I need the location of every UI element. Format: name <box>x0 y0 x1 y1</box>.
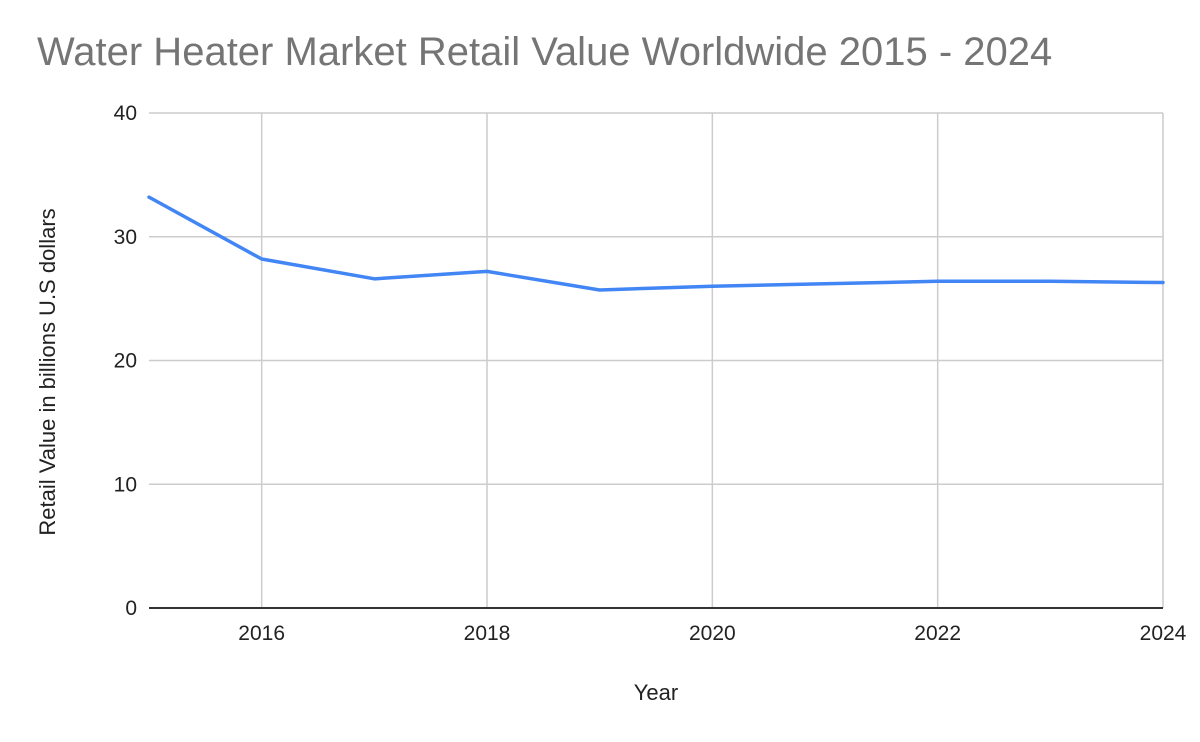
x-tick-label: 2020 <box>689 622 736 645</box>
y-tick-label: 0 <box>125 597 137 620</box>
x-tick-label: 2018 <box>464 622 511 645</box>
y-tick-label: 10 <box>114 473 137 496</box>
x-tick-label: 2022 <box>914 622 961 645</box>
x-axis-label: Year <box>633 680 679 705</box>
y-tick-label: 40 <box>114 102 137 125</box>
chart-title: Water Heater Market Retail Value Worldwi… <box>37 30 1053 74</box>
x-tick-label: 2024 <box>1140 622 1187 645</box>
y-tick-label: 20 <box>114 350 137 373</box>
series-line <box>147 195 1165 292</box>
x-tick-label: 2016 <box>238 622 285 645</box>
y-tick-label: 30 <box>114 226 137 249</box>
